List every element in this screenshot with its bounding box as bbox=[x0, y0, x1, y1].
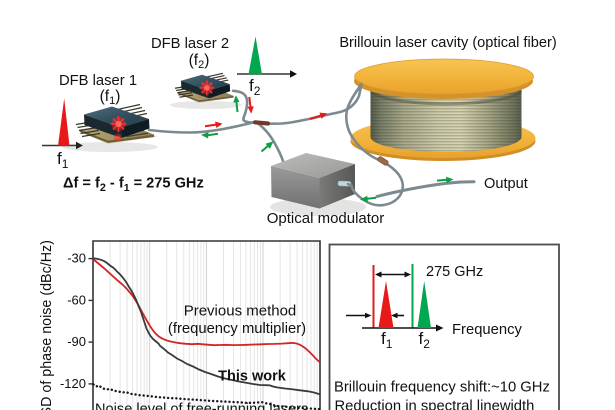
svg-text:This work: This work bbox=[218, 369, 287, 385]
svg-text:-60: -60 bbox=[67, 293, 86, 308]
svg-text:-90: -90 bbox=[67, 334, 86, 349]
svg-text:(frequency multiplier): (frequency multiplier) bbox=[168, 321, 306, 337]
svg-text:PSD of phase noise (dBc/Hz): PSD of phase noise (dBc/Hz) bbox=[39, 240, 55, 410]
svg-text:Δf = f2 - f1 = 275 GHz: Δf = f2 - f1 = 275 GHz bbox=[63, 176, 204, 195]
svg-text:(f1): (f1) bbox=[100, 88, 121, 107]
svg-text:DFB laser 1: DFB laser 1 bbox=[59, 73, 137, 89]
svg-text:f2: f2 bbox=[419, 329, 431, 351]
svg-text:Noise level of free-running la: Noise level of free-running lasers bbox=[95, 402, 308, 410]
svg-text:(f2): (f2) bbox=[189, 52, 210, 71]
svg-text:-120: -120 bbox=[60, 376, 86, 391]
svg-text:Previous method: Previous method bbox=[184, 303, 297, 320]
svg-text:Brillouin frequency shift:~10: Brillouin frequency shift:~10 GHz bbox=[334, 380, 550, 396]
svg-text:f2: f2 bbox=[249, 76, 261, 98]
svg-text:f1: f1 bbox=[381, 329, 393, 351]
svg-text:Optical modulator: Optical modulator bbox=[267, 210, 385, 227]
svg-text:Output: Output bbox=[484, 176, 528, 192]
svg-text:f1: f1 bbox=[57, 149, 69, 171]
svg-text:-30: -30 bbox=[67, 251, 86, 266]
svg-text:Frequency: Frequency bbox=[452, 322, 523, 338]
svg-text:Reduction in spectral linewidt: Reduction in spectral linewidth bbox=[335, 399, 535, 410]
svg-text:275 GHz: 275 GHz bbox=[426, 264, 483, 280]
svg-text:DFB laser 2: DFB laser 2 bbox=[151, 36, 229, 52]
svg-text:Brillouin laser cavity (optica: Brillouin laser cavity (optical fiber) bbox=[339, 35, 556, 51]
